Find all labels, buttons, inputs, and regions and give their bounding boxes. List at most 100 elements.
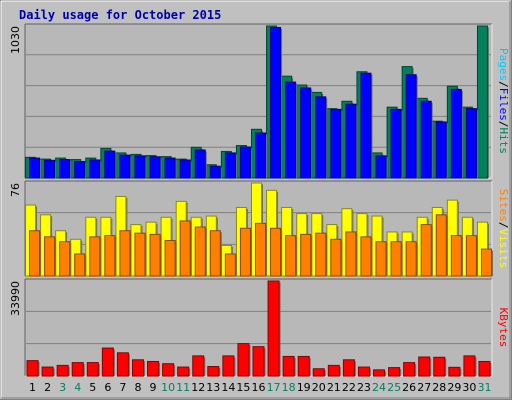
x-tick-label: 8 [134, 381, 141, 394]
bar-sites-day-19 [300, 233, 312, 277]
bar-sites-day-15 [239, 227, 251, 277]
legend-visits: Visits [497, 229, 510, 269]
bar-kbytes-day-15 [237, 343, 250, 377]
bar-files-day-19 [300, 87, 312, 179]
bar-kbytes-day-2 [41, 366, 54, 377]
x-tick-label: 20 [312, 381, 326, 394]
x-tick-label: 23 [357, 381, 371, 394]
bar-kbytes-day-27 [418, 356, 431, 377]
y-max-label: 76 [9, 183, 22, 197]
bar-kbytes-day-7 [116, 352, 129, 377]
bar-kbytes-day-8 [131, 359, 144, 377]
bar-files-day-21 [330, 108, 342, 179]
bar-sites-day-7 [119, 230, 131, 277]
x-tick-label: 9 [150, 381, 157, 394]
bar-kbytes-day-1 [26, 360, 39, 377]
bar-files-day-6 [104, 150, 116, 179]
y-max-label: 1030 [9, 26, 22, 54]
bar-files-day-3 [59, 159, 71, 179]
x-tick-label: 31 [477, 381, 491, 394]
bar-sites-day-11 [179, 220, 191, 277]
bar-files-day-4 [74, 160, 86, 179]
bar-sites-day-21 [330, 238, 342, 277]
x-tick-label: 22 [342, 381, 356, 394]
bar-files-day-17 [270, 26, 282, 179]
x-tick-label: 6 [104, 381, 111, 394]
bar-files-day-1 [29, 157, 41, 179]
bar-files-day-9 [149, 156, 161, 179]
bar-sites-day-23 [360, 236, 372, 277]
bar-sites-day-28 [435, 214, 447, 277]
series-legend-label: Sites/Visits [497, 189, 510, 269]
bar-sites-day-2 [44, 236, 56, 277]
bar-hits-day-31 [476, 25, 488, 179]
x-tick-label: 14 [221, 381, 235, 394]
bar-sites-day-3 [59, 241, 71, 277]
x-tick-label: 24 [372, 381, 386, 394]
chart-panel-2: 76 Sites/Visits [9, 180, 510, 277]
bar-kbytes-day-18 [282, 355, 295, 377]
legend-pages: Pages [497, 48, 510, 81]
bar-sites-day-9 [149, 233, 161, 277]
legend-files: Files [497, 88, 510, 121]
bar-kbytes-day-12 [192, 355, 205, 377]
bar-sites-day-27 [420, 224, 432, 277]
bar-sites-day-25 [390, 241, 402, 277]
bar-kbytes-day-26 [403, 362, 416, 377]
series-legend-label: Pages/Files/Hits [497, 48, 510, 154]
x-tick-label: 7 [119, 381, 126, 394]
chart-panel-1: 1030 Pages/Files/Hits [9, 23, 510, 179]
bar-kbytes-day-10 [162, 363, 175, 377]
x-tick-label: 4 [74, 381, 81, 394]
legend-sites: Sites [497, 189, 510, 222]
bar-files-day-24 [375, 155, 387, 179]
x-tick-label: 28 [432, 381, 446, 394]
bar-kbytes-day-17 [267, 280, 280, 377]
x-tick-label: 30 [462, 381, 476, 394]
legend-kbytes: KBytes [497, 308, 510, 348]
x-tick-label: 16 [252, 381, 266, 394]
bar-files-day-2 [44, 159, 56, 179]
bar-sites-day-14 [224, 253, 236, 277]
x-axis-labels: 1 2 3 4 5 6 7 8 9 10 11 12 13 14 15 16 17 18 19 20 21 22 23 24 2… [29, 381, 491, 394]
bar-kbytes-day-21 [327, 364, 340, 377]
x-tick-label: 26 [402, 381, 416, 394]
bar-kbytes-day-13 [207, 365, 220, 377]
bar-kbytes-day-6 [101, 347, 114, 377]
bar-sites-day-31 [480, 248, 492, 277]
bar-files-day-11 [179, 159, 191, 179]
bar-sites-day-30 [465, 235, 477, 277]
bar-kbytes-day-9 [147, 360, 160, 377]
bar-files-day-15 [239, 146, 251, 179]
chart-panel-3: 33990 KBytes [9, 278, 510, 377]
bar-kbytes-day-23 [357, 366, 370, 377]
bar-kbytes-day-11 [177, 366, 190, 377]
x-tick-label: 3 [59, 381, 66, 394]
bar-kbytes-day-4 [71, 362, 84, 377]
bar-files-day-14 [224, 152, 236, 179]
bar-kbytes-day-5 [86, 362, 99, 377]
bar-sites-day-13 [209, 230, 221, 277]
bar-sites-day-4 [74, 253, 86, 277]
bar-sites-day-24 [375, 241, 387, 277]
series-legend-label: KBytes [497, 308, 510, 348]
bar-files-day-5 [89, 159, 101, 179]
x-tick-label: 5 [89, 381, 96, 394]
bar-files-day-10 [164, 157, 176, 179]
x-tick-label: 17 [267, 381, 281, 394]
bar-files-day-28 [435, 121, 447, 179]
x-tick-label: 2 [44, 381, 51, 394]
bar-kbytes-day-20 [312, 368, 325, 377]
bar-sites-day-22 [345, 231, 357, 277]
bar-sites-day-17 [270, 227, 282, 277]
bar-sites-day-8 [134, 232, 146, 277]
bar-sites-day-12 [194, 226, 206, 277]
bar-files-day-12 [194, 149, 206, 179]
bar-kbytes-day-14 [222, 355, 235, 377]
bar-sites-day-26 [405, 241, 417, 277]
bar-sites-day-1 [29, 230, 41, 277]
legend-separator: / [497, 81, 510, 88]
bar-sites-day-18 [285, 235, 297, 277]
